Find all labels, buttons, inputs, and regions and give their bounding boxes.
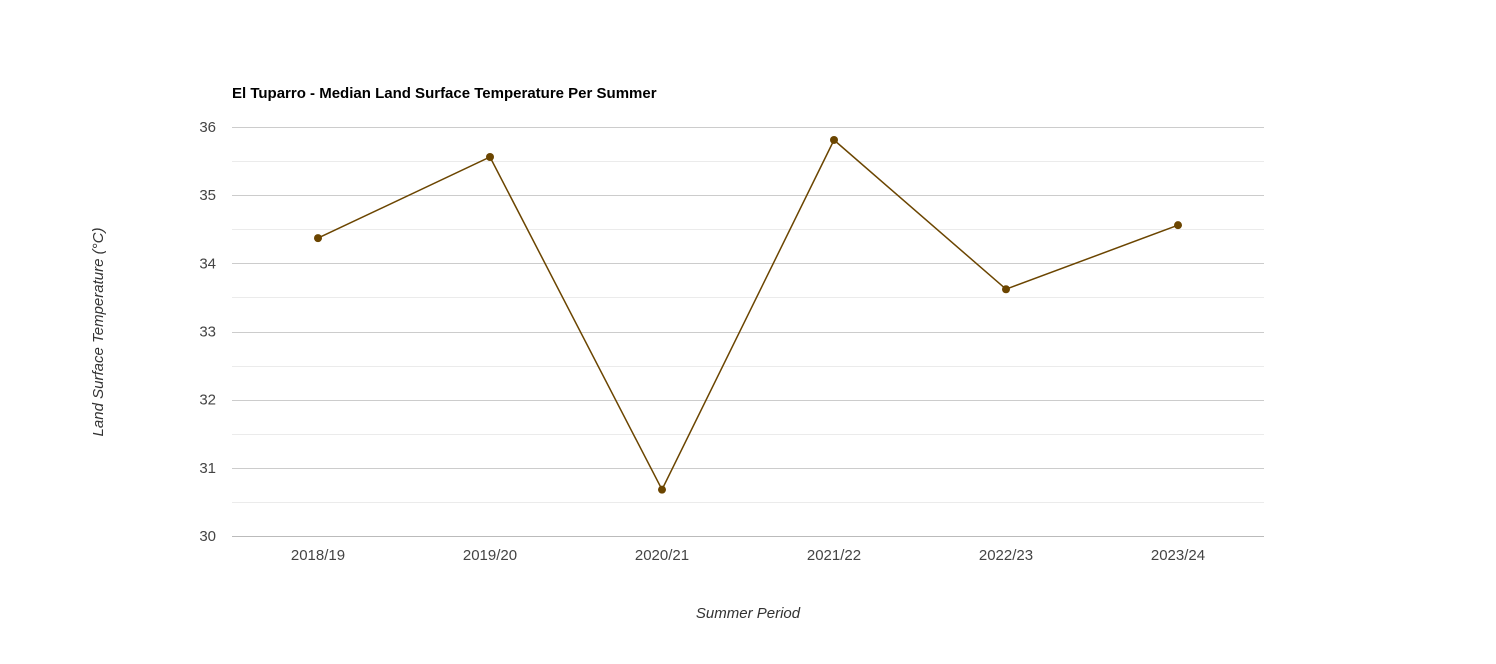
chart-title: El Tuparro - Median Land Surface Tempera… (232, 85, 657, 102)
y-tick-label: 31 (199, 460, 216, 477)
x-tick-label: 2020/21 (635, 547, 689, 564)
data-point[interactable] (830, 135, 838, 144)
y-tick-label: 36 (199, 119, 216, 136)
data-point[interactable] (1002, 285, 1010, 294)
x-axis-ticks: 2018/19 2019/20 2020/21 2021/22 2022/23 2023/… (291, 547, 1205, 564)
x-tick-label: 2021/22 (807, 547, 861, 564)
y-tick-label: 35 (199, 187, 216, 204)
y-tick-label: 34 (199, 255, 216, 272)
gridlines (232, 127, 1264, 537)
x-tick-label: 2023/24 (1151, 547, 1205, 564)
x-axis-title: Summer Period (696, 605, 801, 622)
x-tick-label: 2019/20 (463, 547, 517, 564)
y-tick-label: 33 (199, 324, 216, 341)
data-point[interactable] (314, 234, 322, 243)
x-tick-label: 2018/19 (291, 547, 345, 564)
series-group (314, 135, 1182, 494)
y-axis-ticks: 30 31 32 33 34 35 36 (199, 119, 216, 545)
data-point[interactable] (486, 152, 494, 161)
data-point[interactable] (1174, 221, 1182, 230)
data-point[interactable] (658, 485, 666, 494)
y-tick-label: 32 (199, 392, 216, 409)
y-tick-label: 30 (199, 528, 216, 545)
x-tick-label: 2022/23 (979, 547, 1033, 564)
series-line (317, 138, 1179, 492)
y-axis-title: Land Surface Temperature (°C) (90, 228, 107, 437)
